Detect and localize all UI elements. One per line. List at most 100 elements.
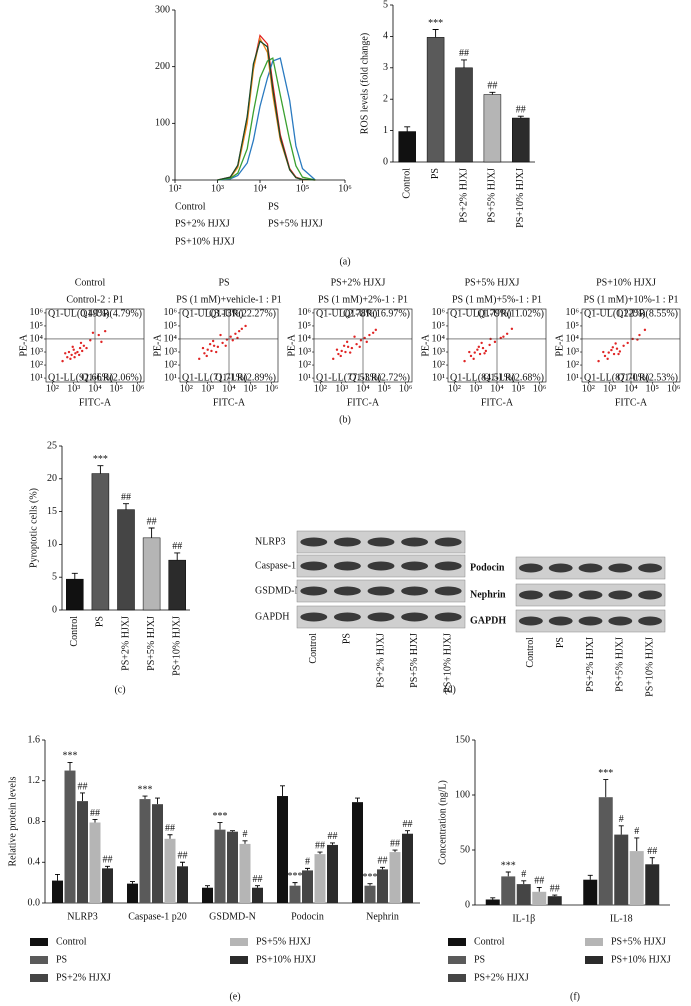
panel-title: PS+10% HJXJ <box>596 277 656 288</box>
error-bar <box>230 830 235 832</box>
bar <box>512 117 530 163</box>
error-bar <box>167 834 173 839</box>
histogram-line <box>217 40 316 181</box>
dot <box>216 345 220 349</box>
significance-label: ## <box>90 808 100 819</box>
error-bar <box>517 115 524 119</box>
dot <box>606 357 609 361</box>
bar <box>277 796 288 903</box>
blot-band <box>578 563 603 573</box>
significance-label: *** <box>363 872 378 883</box>
y-tick-label: 0.8 <box>28 816 41 827</box>
bar <box>327 844 338 903</box>
error-bar <box>618 825 624 835</box>
significance-label: ## <box>165 823 175 834</box>
dot <box>201 346 205 350</box>
significance-label: ## <box>516 104 526 115</box>
y-tick-label: 1 <box>383 125 388 136</box>
lane-label: PS+2% HJXJ <box>585 637 596 692</box>
bar <box>377 869 388 903</box>
dot <box>234 332 237 335</box>
x-tick-label: NLRP3 <box>67 911 98 922</box>
x-tick-label: 10⁴ <box>624 383 638 394</box>
dot <box>493 340 497 344</box>
dot <box>614 342 617 345</box>
dot <box>214 350 218 354</box>
dot <box>473 351 476 354</box>
error-bar <box>148 527 155 538</box>
blot-band <box>548 563 573 573</box>
y-axis-label: PE-A <box>18 334 29 357</box>
x-tick-label: 10⁵ <box>646 383 660 394</box>
y-tick-label: 10¹ <box>30 372 43 383</box>
bar <box>614 834 629 905</box>
dot <box>198 357 201 361</box>
x-tick-label: PS+10% HJXJ <box>515 168 526 228</box>
x-tick-label: PS <box>95 616 106 627</box>
y-tick-label: 10³ <box>432 346 445 357</box>
dot <box>638 333 641 337</box>
y-tick-label: 10⁵ <box>164 320 178 331</box>
panel-subtitle: PS (1 mM)+10%-1 : P1 <box>583 294 678 305</box>
significance-label: ## <box>121 492 131 503</box>
x-tick-label: Control <box>401 168 412 199</box>
quadrant-label: Q1-LR(2.06%) <box>81 372 142 383</box>
dot <box>224 344 227 347</box>
panel-subtitle: Control-2 : P1 <box>66 294 123 305</box>
lane-label: Control <box>308 633 319 664</box>
blot-band <box>367 561 395 571</box>
blot-band <box>518 616 543 626</box>
y-tick-label: 10⁶ <box>432 307 446 318</box>
quadrant-label: Q1-LL(92.66%) <box>48 372 113 383</box>
error-bar <box>130 881 135 884</box>
panel-label: (a) <box>339 256 350 267</box>
significance-label: *** <box>93 454 108 465</box>
x-tick-label: 10⁴ <box>356 383 370 394</box>
error-bar <box>552 894 558 897</box>
dot <box>510 327 514 331</box>
error-bar <box>317 851 323 855</box>
y-tick-label: 10¹ <box>164 372 177 383</box>
y-axis-label: PE-A <box>286 334 297 357</box>
x-tick-label: 10³ <box>67 383 80 394</box>
blot-band <box>401 537 429 547</box>
panel-subtitle: PS (1 mM)+5%-1 : P1 <box>452 294 542 305</box>
dot <box>221 341 224 345</box>
error-bar <box>490 897 496 900</box>
y-tick-label: 10¹ <box>298 372 311 383</box>
blot-band <box>333 561 361 571</box>
blot-band <box>333 586 361 596</box>
panel-label: (f) <box>570 991 580 1002</box>
bar <box>402 833 413 903</box>
quadrant-label: Q1-UR(16.97%) <box>343 308 410 319</box>
x-tick-label: 10³ <box>335 383 348 394</box>
dot <box>488 343 491 347</box>
dot <box>74 352 77 355</box>
x-tick-label: 10² <box>46 383 59 394</box>
blot-band <box>638 616 663 626</box>
histogram-line <box>217 34 316 181</box>
quadrant-label: Q1-UL(1.79%) <box>450 308 511 319</box>
y-tick-label: 1.2 <box>28 775 41 786</box>
legend-swatch <box>448 938 466 946</box>
dot <box>626 341 629 345</box>
legend-label: PS+2% HJXJ <box>56 972 111 983</box>
bar <box>64 770 76 903</box>
dot <box>353 335 356 338</box>
x-tick-label: 10⁶ <box>667 383 681 394</box>
legend-swatch <box>585 938 603 946</box>
error-bar <box>80 792 85 802</box>
blot-band <box>434 612 462 622</box>
panel-subtitle: PS (1 mM)+vehicle-1 : P1 <box>176 294 282 305</box>
blot-band <box>638 590 663 600</box>
error-bar <box>367 883 373 886</box>
bar <box>227 831 238 903</box>
legend-label: Control <box>56 936 87 947</box>
y-tick-label: 10² <box>432 359 445 370</box>
quadrant-label: Q1-LL(71.71%) <box>182 372 247 383</box>
lane-label: PS+10% HJXJ <box>442 633 453 693</box>
blot-band <box>401 612 429 622</box>
bar <box>89 822 101 903</box>
error-bar <box>355 797 360 803</box>
legend-label: PS <box>268 201 279 212</box>
